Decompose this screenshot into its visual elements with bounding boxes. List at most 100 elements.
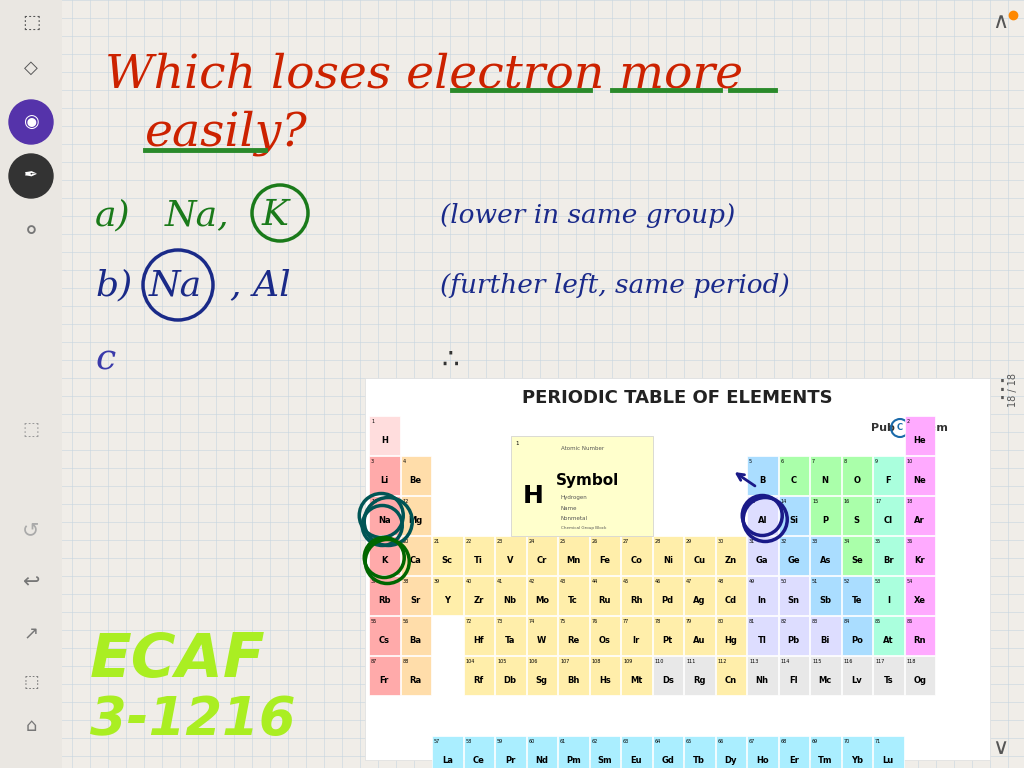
Text: 86: 86 [906, 619, 912, 624]
Bar [873, 576, 903, 615]
Text: Symbol: Symbol [556, 474, 618, 488]
Text: ✒: ✒ [24, 167, 38, 185]
Text: 5: 5 [749, 459, 752, 464]
Text: 113: 113 [749, 659, 759, 664]
Bar [842, 456, 872, 495]
Text: 52: 52 [844, 579, 850, 584]
Text: 12: 12 [402, 499, 409, 504]
Text: Ra: Ra [410, 676, 422, 685]
Bar [810, 496, 841, 535]
Text: S: S [854, 515, 860, 525]
Text: 18 / 18: 18 / 18 [1008, 373, 1018, 407]
Text: 106: 106 [528, 659, 538, 664]
Bar [873, 736, 903, 768]
Text: Ce: Ce [473, 756, 484, 765]
Text: 53: 53 [874, 579, 882, 584]
Text: Ar: Ar [914, 515, 925, 525]
Text: 63: 63 [623, 739, 630, 744]
Bar [432, 576, 463, 615]
Bar [810, 736, 841, 768]
Bar [904, 496, 935, 535]
Bar [810, 656, 841, 695]
Text: 9: 9 [874, 459, 878, 464]
Text: 67: 67 [749, 739, 756, 744]
Text: K: K [381, 556, 387, 564]
Text: 22: 22 [466, 539, 472, 544]
Bar [400, 656, 431, 695]
Bar [464, 616, 494, 655]
Text: At: At [883, 636, 894, 644]
Bar [716, 576, 746, 615]
Bar [873, 456, 903, 495]
Text: Tb: Tb [693, 756, 706, 765]
Text: 42: 42 [528, 579, 535, 584]
Text: easily?: easily? [145, 110, 308, 156]
Text: Fe: Fe [599, 556, 610, 564]
Text: , Al: , Al [230, 268, 291, 302]
Text: Bh: Bh [567, 676, 580, 685]
Text: 75: 75 [560, 619, 566, 624]
Bar [464, 736, 494, 768]
Text: 80: 80 [718, 619, 724, 624]
Text: Hg: Hg [724, 636, 737, 644]
Text: Pb: Pb [787, 636, 800, 644]
Text: 21: 21 [434, 539, 440, 544]
Text: 81: 81 [749, 619, 756, 624]
Text: (lower in same group): (lower in same group) [440, 203, 735, 227]
Text: Eu: Eu [631, 756, 642, 765]
Text: 30: 30 [718, 539, 724, 544]
Text: 7: 7 [812, 459, 815, 464]
Text: C: C [897, 423, 903, 432]
Bar [526, 736, 557, 768]
Text: 69: 69 [812, 739, 818, 744]
Text: 118: 118 [906, 659, 915, 664]
Text: 43: 43 [560, 579, 566, 584]
Bar [369, 656, 399, 695]
Text: Os: Os [599, 636, 610, 644]
Text: 66: 66 [718, 739, 724, 744]
Text: In: In [758, 596, 767, 604]
Bar [716, 616, 746, 655]
Text: ∨: ∨ [992, 738, 1008, 758]
Bar [400, 456, 431, 495]
Text: 19: 19 [371, 539, 377, 544]
Bar [842, 536, 872, 575]
Text: Lv: Lv [851, 676, 862, 685]
Text: 108: 108 [592, 659, 601, 664]
Text: ∴: ∴ [441, 346, 459, 374]
Text: Bi: Bi [820, 636, 829, 644]
Text: Cs: Cs [379, 636, 390, 644]
Bar [716, 736, 746, 768]
Text: 85: 85 [874, 619, 882, 624]
Bar [558, 656, 589, 695]
Text: Sm: Sm [597, 756, 612, 765]
Text: Pub: Pub [871, 423, 895, 433]
Text: 20: 20 [402, 539, 409, 544]
Text: ↗: ↗ [24, 625, 39, 643]
Text: ⚬: ⚬ [20, 220, 42, 244]
Text: 48: 48 [718, 579, 724, 584]
Text: 25: 25 [560, 539, 566, 544]
Bar [652, 536, 683, 575]
Text: La: La [441, 756, 453, 765]
Text: 38: 38 [402, 579, 409, 584]
Text: 73: 73 [497, 619, 503, 624]
Text: Au: Au [693, 636, 706, 644]
Bar [400, 496, 431, 535]
Text: Cn: Cn [725, 676, 737, 685]
Text: Sn: Sn [787, 596, 800, 604]
Text: 11: 11 [371, 499, 377, 504]
Text: ⬚: ⬚ [23, 421, 40, 439]
Bar [621, 736, 651, 768]
Text: 29: 29 [686, 539, 692, 544]
FancyArrowPatch shape [737, 474, 755, 486]
Text: 78: 78 [654, 619, 660, 624]
Text: (further left, same period): (further left, same period) [440, 273, 790, 297]
Bar [495, 576, 525, 615]
Bar [621, 616, 651, 655]
Text: Si: Si [790, 515, 799, 525]
Text: ↩: ↩ [23, 572, 40, 592]
Text: Ir: Ir [633, 636, 640, 644]
Text: W: W [538, 636, 547, 644]
Text: 112: 112 [718, 659, 727, 664]
